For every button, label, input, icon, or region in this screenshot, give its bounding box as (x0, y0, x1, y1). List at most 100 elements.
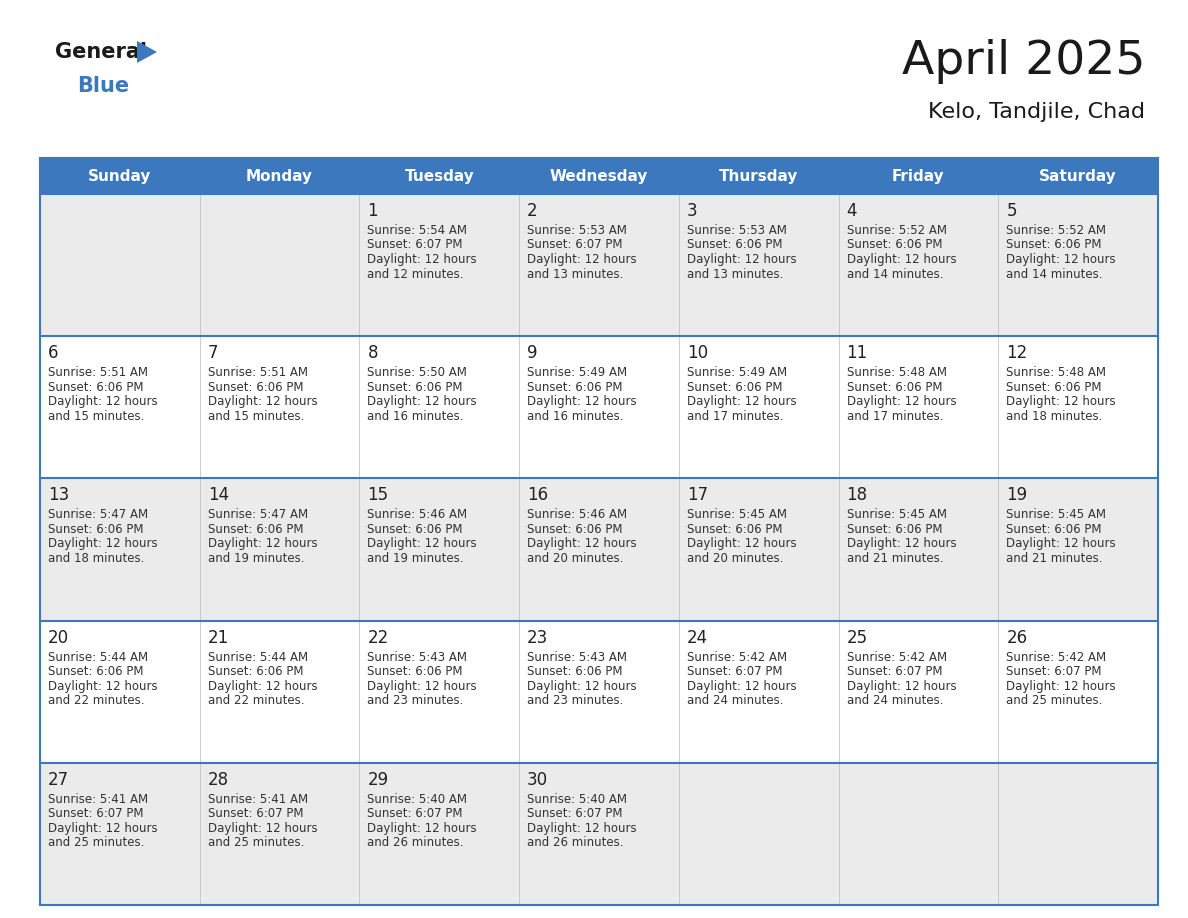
Text: Kelo, Tandjile, Chad: Kelo, Tandjile, Chad (928, 102, 1145, 122)
Text: 11: 11 (847, 344, 867, 363)
Text: Sunrise: 5:47 AM: Sunrise: 5:47 AM (208, 509, 308, 521)
Text: 19: 19 (1006, 487, 1028, 504)
Text: Sunrise: 5:45 AM: Sunrise: 5:45 AM (847, 509, 947, 521)
Text: Sunrise: 5:46 AM: Sunrise: 5:46 AM (367, 509, 468, 521)
Text: Sunset: 6:06 PM: Sunset: 6:06 PM (847, 523, 942, 536)
Text: Daylight: 12 hours: Daylight: 12 hours (48, 396, 158, 409)
Text: Sunrise: 5:50 AM: Sunrise: 5:50 AM (367, 366, 467, 379)
Text: and 18 minutes.: and 18 minutes. (1006, 409, 1102, 422)
Text: and 17 minutes.: and 17 minutes. (687, 409, 783, 422)
Text: Sunrise: 5:51 AM: Sunrise: 5:51 AM (208, 366, 308, 379)
Text: Saturday: Saturday (1040, 169, 1117, 184)
Text: Sunrise: 5:52 AM: Sunrise: 5:52 AM (1006, 224, 1106, 237)
Text: Daylight: 12 hours: Daylight: 12 hours (847, 396, 956, 409)
Text: 16: 16 (527, 487, 549, 504)
Text: Sunset: 6:06 PM: Sunset: 6:06 PM (208, 666, 303, 678)
Text: Sunset: 6:07 PM: Sunset: 6:07 PM (847, 666, 942, 678)
Text: and 25 minutes.: and 25 minutes. (208, 836, 304, 849)
Text: and 22 minutes.: and 22 minutes. (48, 694, 145, 707)
Text: Sunrise: 5:53 AM: Sunrise: 5:53 AM (527, 224, 627, 237)
Text: 10: 10 (687, 344, 708, 363)
Text: 15: 15 (367, 487, 388, 504)
Text: Sunset: 6:06 PM: Sunset: 6:06 PM (48, 381, 144, 394)
Text: Sunset: 6:07 PM: Sunset: 6:07 PM (527, 239, 623, 252)
Bar (40, 194, 1158, 336)
Text: and 13 minutes.: and 13 minutes. (527, 267, 624, 281)
Text: and 20 minutes.: and 20 minutes. (527, 552, 624, 565)
Text: Daylight: 12 hours: Daylight: 12 hours (48, 537, 158, 551)
Text: and 23 minutes.: and 23 minutes. (367, 694, 463, 707)
Text: and 21 minutes.: and 21 minutes. (847, 552, 943, 565)
Text: 24: 24 (687, 629, 708, 646)
Text: Sunrise: 5:42 AM: Sunrise: 5:42 AM (1006, 651, 1106, 664)
Text: Daylight: 12 hours: Daylight: 12 hours (208, 822, 317, 834)
Text: Sunset: 6:06 PM: Sunset: 6:06 PM (48, 666, 144, 678)
Text: and 18 minutes.: and 18 minutes. (48, 552, 145, 565)
Text: Sunrise: 5:45 AM: Sunrise: 5:45 AM (687, 509, 786, 521)
Text: Daylight: 12 hours: Daylight: 12 hours (367, 537, 478, 551)
Text: 3: 3 (687, 202, 697, 220)
Text: Sunrise: 5:40 AM: Sunrise: 5:40 AM (367, 793, 467, 806)
Text: Sunset: 6:06 PM: Sunset: 6:06 PM (527, 666, 623, 678)
Bar (40, 158, 1158, 194)
Text: Sunrise: 5:54 AM: Sunrise: 5:54 AM (367, 224, 467, 237)
Text: Sunrise: 5:45 AM: Sunrise: 5:45 AM (1006, 509, 1106, 521)
Text: Tuesday: Tuesday (404, 169, 474, 184)
Text: 14: 14 (208, 487, 229, 504)
Text: and 26 minutes.: and 26 minutes. (367, 836, 465, 849)
Text: and 24 minutes.: and 24 minutes. (847, 694, 943, 707)
Text: and 23 minutes.: and 23 minutes. (527, 694, 624, 707)
Text: and 16 minutes.: and 16 minutes. (527, 409, 624, 422)
Text: Daylight: 12 hours: Daylight: 12 hours (847, 537, 956, 551)
Text: Daylight: 12 hours: Daylight: 12 hours (208, 537, 317, 551)
Text: Sunset: 6:07 PM: Sunset: 6:07 PM (1006, 666, 1101, 678)
Text: 23: 23 (527, 629, 549, 646)
Text: Daylight: 12 hours: Daylight: 12 hours (687, 537, 796, 551)
Text: Daylight: 12 hours: Daylight: 12 hours (687, 253, 796, 266)
Text: Sunset: 6:06 PM: Sunset: 6:06 PM (527, 381, 623, 394)
Polygon shape (137, 41, 157, 63)
Text: Sunrise: 5:41 AM: Sunrise: 5:41 AM (208, 793, 308, 806)
Bar (40, 763, 1158, 905)
Text: 18: 18 (847, 487, 867, 504)
Text: and 15 minutes.: and 15 minutes. (208, 409, 304, 422)
Text: and 19 minutes.: and 19 minutes. (367, 552, 465, 565)
Text: Daylight: 12 hours: Daylight: 12 hours (48, 822, 158, 834)
Text: Sunset: 6:06 PM: Sunset: 6:06 PM (687, 381, 783, 394)
Text: Daylight: 12 hours: Daylight: 12 hours (1006, 679, 1116, 692)
Text: 20: 20 (48, 629, 69, 646)
Text: Sunrise: 5:47 AM: Sunrise: 5:47 AM (48, 509, 148, 521)
Text: 27: 27 (48, 771, 69, 789)
Text: Sunrise: 5:51 AM: Sunrise: 5:51 AM (48, 366, 148, 379)
Text: Daylight: 12 hours: Daylight: 12 hours (687, 679, 796, 692)
Text: Sunrise: 5:44 AM: Sunrise: 5:44 AM (208, 651, 308, 664)
Text: 9: 9 (527, 344, 538, 363)
Text: Daylight: 12 hours: Daylight: 12 hours (1006, 396, 1116, 409)
Text: and 14 minutes.: and 14 minutes. (847, 267, 943, 281)
Text: Sunset: 6:06 PM: Sunset: 6:06 PM (527, 523, 623, 536)
Text: 2: 2 (527, 202, 538, 220)
Text: General: General (55, 42, 147, 62)
Text: Daylight: 12 hours: Daylight: 12 hours (527, 253, 637, 266)
Text: Sunrise: 5:40 AM: Sunrise: 5:40 AM (527, 793, 627, 806)
Text: and 20 minutes.: and 20 minutes. (687, 552, 783, 565)
Text: Daylight: 12 hours: Daylight: 12 hours (847, 679, 956, 692)
Text: Wednesday: Wednesday (550, 169, 649, 184)
Text: and 13 minutes.: and 13 minutes. (687, 267, 783, 281)
Text: 1: 1 (367, 202, 378, 220)
Text: Daylight: 12 hours: Daylight: 12 hours (208, 396, 317, 409)
Text: Friday: Friday (892, 169, 944, 184)
Text: Sunrise: 5:42 AM: Sunrise: 5:42 AM (687, 651, 786, 664)
Text: Sunrise: 5:53 AM: Sunrise: 5:53 AM (687, 224, 786, 237)
Text: Sunrise: 5:49 AM: Sunrise: 5:49 AM (527, 366, 627, 379)
Text: 7: 7 (208, 344, 219, 363)
Text: 6: 6 (48, 344, 58, 363)
Text: Sunset: 6:07 PM: Sunset: 6:07 PM (687, 666, 783, 678)
Text: Daylight: 12 hours: Daylight: 12 hours (527, 822, 637, 834)
Text: Sunset: 6:06 PM: Sunset: 6:06 PM (1006, 523, 1101, 536)
Text: Daylight: 12 hours: Daylight: 12 hours (367, 679, 478, 692)
Text: Monday: Monday (246, 169, 314, 184)
Text: Sunrise: 5:46 AM: Sunrise: 5:46 AM (527, 509, 627, 521)
Text: 26: 26 (1006, 629, 1028, 646)
Text: Sunrise: 5:52 AM: Sunrise: 5:52 AM (847, 224, 947, 237)
